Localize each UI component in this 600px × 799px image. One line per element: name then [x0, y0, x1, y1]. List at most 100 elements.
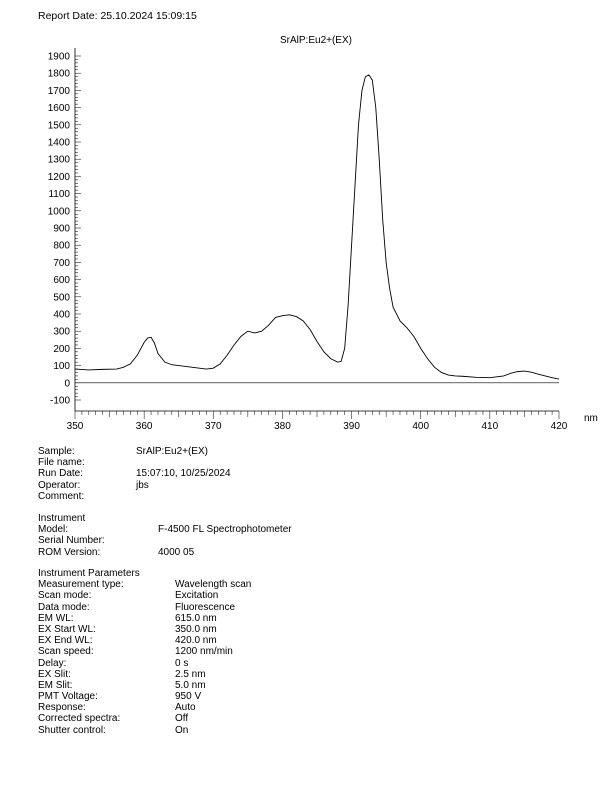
parameters-list: Measurement type: Wavelength scan Scan mod…: [38, 579, 251, 736]
chart-axes: [74, 48, 559, 412]
parameter-row: PMT Voltage: 950 V: [38, 691, 201, 703]
parameter-row: EM WL: 615.0 nm: [38, 612, 217, 624]
parameter-label: EM WL:: [38, 612, 74, 624]
parameter-row: EX Start WL: 350.0 nm: [38, 623, 217, 635]
parameter-label: EX Slit:: [38, 668, 71, 680]
y-tick-label: 500: [53, 292, 70, 303]
y-tick-label: 1300: [48, 155, 71, 166]
chart-tick-labels: -100 0 100 200 300 400 500 600 700 800 900 1000 1100…: [48, 52, 568, 433]
rom-version-value: 4000 05: [158, 546, 195, 558]
parameter-label: Shutter control:: [38, 724, 106, 736]
parameter-row: Measurement type: Wavelength scan: [38, 579, 251, 591]
parameter-value: Excitation: [175, 590, 219, 602]
y-tick-label: 1000: [48, 206, 71, 217]
parameter-row: Corrected spectra: Off: [38, 713, 188, 725]
x-tick-label: 410: [482, 421, 499, 432]
chart-title: SrAlP:Eu2+(EX): [280, 35, 352, 46]
y-tick-label: -100: [50, 396, 70, 407]
instrument-info: Instrument Model: F-4500 FL Spectrophoto…: [38, 513, 292, 558]
parameter-label: Delay:: [38, 657, 67, 669]
parameter-row: Shutter control: On: [38, 724, 188, 736]
y-tick-label: 400: [53, 310, 70, 321]
rom-version-label: ROM Version:: [38, 546, 101, 558]
parameter-row: EX End WL: 420.0 nm: [38, 635, 217, 647]
run-date-label: Run Date:: [38, 468, 84, 480]
operator-label: Operator:: [38, 479, 81, 491]
parameter-row: Scan speed: 1200 nm/min: [38, 646, 233, 658]
parameter-value: 615.0 nm: [175, 612, 217, 624]
parameters-heading: Instrument Parameters: [38, 568, 140, 579]
parameter-value: 350.0 nm: [175, 623, 217, 635]
parameter-label: EX Start WL:: [38, 623, 96, 635]
parameter-value: 0 s: [175, 657, 189, 669]
x-tick-label: 390: [343, 421, 360, 432]
x-tick-label: 370: [205, 421, 222, 432]
parameter-label: Data mode:: [38, 601, 90, 613]
y-tick-label: 900: [53, 224, 70, 235]
sample-value: SrAlP:Eu2+(EX): [136, 446, 208, 457]
parameter-label: PMT Voltage:: [38, 691, 98, 703]
y-tick-label: 1900: [48, 52, 71, 63]
parameter-value: Wavelength scan: [175, 579, 252, 591]
y-tick-label: 700: [53, 258, 70, 269]
x-tick-label: 350: [67, 421, 84, 432]
model-label: Model:: [38, 524, 69, 536]
instrument-parameters: Instrument Parameters Measurement type: W…: [38, 568, 251, 736]
parameter-label: EX End WL:: [38, 635, 93, 647]
parameter-label: Corrected spectra:: [38, 713, 121, 725]
y-tick-label: 1400: [48, 138, 71, 149]
y-tick-label: 600: [53, 275, 70, 286]
parameter-label: Response:: [38, 702, 86, 714]
serial-number-row: Serial Number:: [38, 535, 105, 546]
comment-label: Comment:: [38, 490, 85, 502]
parameter-value: Off: [175, 713, 189, 725]
parameter-row: Response: Auto: [38, 702, 196, 714]
y-tick-label: 1800: [48, 69, 71, 80]
parameter-value: 2.5 nm: [175, 668, 206, 680]
operator-value: jbs: [136, 479, 149, 491]
chart-ticks: [74, 55, 560, 419]
y-tick-label: 1700: [48, 86, 71, 97]
y-tick-label: 0: [64, 378, 70, 389]
file-name-label: File name:: [38, 457, 85, 469]
parameter-value: 1200 nm/min: [175, 646, 233, 658]
model-value: F-4500 FL Spectrophotometer: [158, 524, 292, 536]
parameter-label: Scan speed:: [38, 646, 94, 658]
run-date-value: 15:07:10, 10/25/2024: [136, 468, 231, 480]
y-tick-label: 100: [53, 361, 70, 372]
y-tick-label: 1200: [48, 172, 71, 183]
parameter-value: 950 V: [175, 691, 202, 703]
parameter-label: Scan mode:: [38, 590, 92, 602]
parameter-row: Scan mode: Excitation: [38, 590, 218, 602]
parameter-row: EX Slit: 2.5 nm: [38, 668, 206, 680]
report-date: Report Date: 25.10.2024 15:09:15: [38, 10, 197, 22]
series-line-excitation: [74, 74, 560, 380]
x-tick-label: 400: [412, 421, 429, 432]
y-tick-label: 1600: [48, 103, 71, 114]
y-tick-label: 800: [53, 241, 70, 252]
serial-number-label: Serial Number:: [38, 535, 105, 547]
parameter-value: 420.0 nm: [175, 635, 217, 647]
excitation-spectrum-chart: SrAlP:Eu2+(EX) -100 0 100 200 300 400 500 600 70…: [48, 35, 598, 433]
parameter-value: 5.0 nm: [175, 679, 206, 691]
y-tick-label: 1100: [48, 189, 70, 200]
parameter-value: Fluorescence: [175, 601, 236, 613]
x-tick-label: 380: [274, 421, 291, 432]
y-tick-label: 300: [53, 327, 70, 338]
model-row: Model: F-4500 FL Spectrophotometer: [38, 524, 292, 536]
instrument-heading: Instrument: [38, 513, 86, 524]
x-tick-label: 420: [551, 421, 568, 432]
parameter-row: Delay: 0 s: [38, 657, 188, 669]
parameter-value: On: [175, 724, 189, 736]
x-tick-label: 360: [136, 421, 153, 432]
parameter-label: Measurement type:: [38, 579, 124, 591]
x-axis-unit-label: nm: [584, 413, 598, 424]
parameter-value: Auto: [175, 702, 196, 714]
y-tick-label: 1500: [48, 120, 71, 131]
sample-label: Sample:: [38, 446, 75, 457]
y-tick-label: 200: [53, 344, 70, 355]
rom-version-row: ROM Version: 4000 05: [38, 547, 194, 558]
parameter-row: EM Slit: 5.0 nm: [38, 679, 206, 691]
parameter-row: Data mode: Fluorescence: [38, 601, 235, 613]
parameter-label: EM Slit:: [38, 679, 73, 691]
